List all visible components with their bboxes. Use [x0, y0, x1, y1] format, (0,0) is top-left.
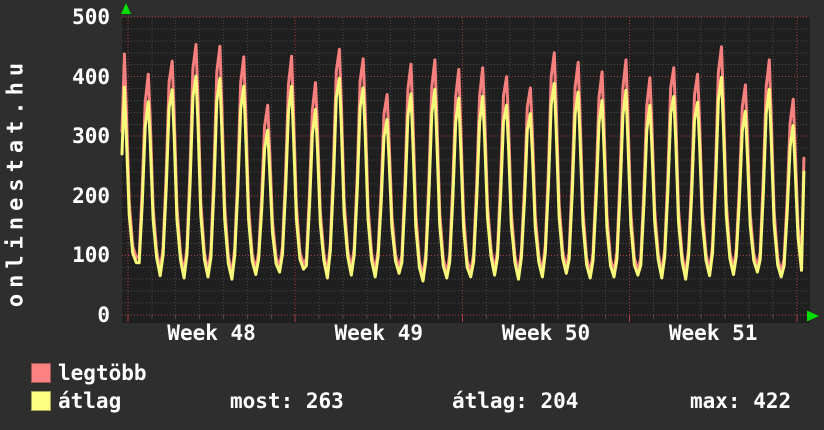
- atlag-legend-label: átlag: [58, 389, 122, 413]
- week-label: Week 50: [501, 321, 591, 345]
- stat-most: most: 263: [230, 389, 344, 413]
- atlag-color-swatch: [31, 391, 51, 411]
- y-tick-label: 400: [72, 64, 110, 89]
- y-tick-label: 500: [72, 5, 110, 29]
- y-tick-label: 300: [72, 124, 110, 149]
- week-label: Week 49: [334, 321, 424, 345]
- series-line-atlag: [120, 74, 806, 283]
- y-tick-label: 0: [97, 303, 110, 327]
- legtobb-legend-label: legtöbb: [58, 361, 147, 385]
- stat-max: max: 422: [690, 389, 792, 413]
- legtobb-color-swatch: [31, 363, 51, 383]
- plot-area: [122, 17, 810, 323]
- y-tick-label: 100: [72, 243, 110, 268]
- stat-atlag: átlag: 204: [452, 389, 579, 413]
- week-label: Week 51: [668, 321, 758, 345]
- y-tick-label: 200: [72, 183, 110, 208]
- week-label: Week 48: [167, 321, 256, 345]
- y-axis-arrow-icon: [121, 3, 131, 14]
- site-title-vertical: onlinestat.hu: [3, 56, 29, 308]
- x-axis-arrow-icon: [807, 310, 819, 322]
